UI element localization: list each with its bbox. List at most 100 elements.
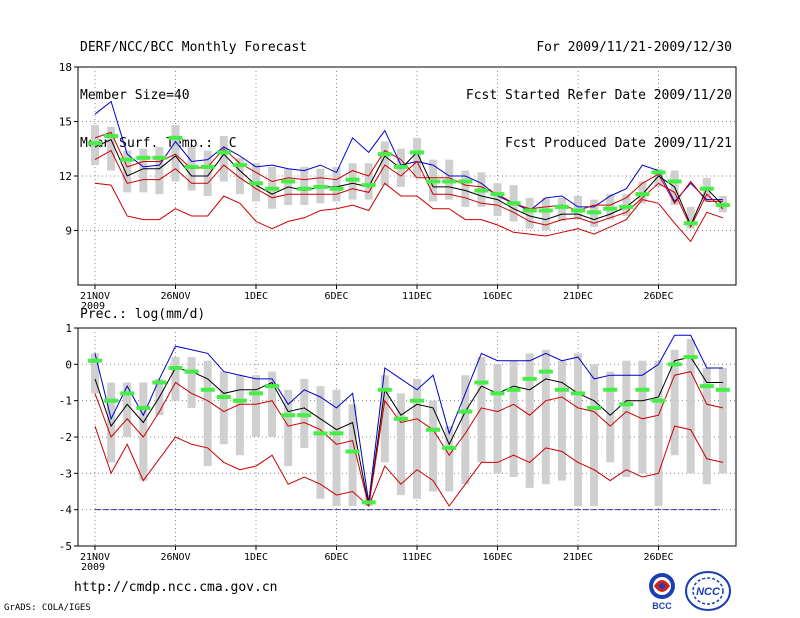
temp-spread-bar [380, 141, 389, 186]
precip-spread-bar [252, 375, 260, 437]
temp-series-q-lower [94, 149, 724, 229]
precip-spread-bar [235, 375, 244, 456]
precip-spread-bar [332, 389, 341, 507]
chart-title: DERF/NCC/BCC Monthly Forecast [80, 40, 307, 55]
precip-spread-bar [348, 404, 357, 507]
temp-mode-marker [603, 206, 618, 211]
precip-mode-marker [538, 369, 553, 374]
precip-x-tick-label: 26DEC [643, 552, 673, 563]
temp-mode-marker [667, 179, 682, 184]
temp-spread-bar [413, 137, 421, 178]
precip-spread-bar [461, 375, 470, 485]
temp-mode-marker [426, 179, 441, 184]
precip-spread-bar [606, 371, 615, 463]
temp-x-tick-label: 26NOV [160, 291, 190, 302]
precip-mode-marker [506, 387, 521, 392]
temp-mode-marker [619, 204, 634, 209]
precip-mode-marker [571, 391, 585, 396]
temp-mode-marker [699, 186, 714, 191]
temp-mode-marker [490, 192, 505, 197]
precip-y-tick-label: -4 [59, 504, 73, 517]
precip-mode-marker [683, 355, 698, 360]
temp-mode-marker [249, 181, 263, 186]
precip-spread-bar [622, 360, 631, 477]
temp-x-tick-label: 2009 [81, 301, 105, 312]
precip-spread-bar [686, 338, 695, 474]
temp-series-max [94, 100, 723, 212]
precip-spread-bar [493, 364, 502, 474]
precip-series-q-lower [94, 371, 724, 507]
precip-spread-bar [574, 353, 582, 507]
forecast-produced-date: Fcst Produced Date 2009/11/21 [505, 136, 732, 151]
temp-spread-bar [139, 148, 148, 193]
temp-mode-marker [554, 204, 569, 209]
temp-spread-bar [155, 146, 164, 195]
temp-mode-marker [232, 163, 247, 168]
temp-mode-marker [329, 186, 344, 191]
temp-mode-marker [104, 134, 119, 139]
precip-mode-marker [88, 358, 102, 363]
precip-spread-bar [557, 360, 566, 481]
precip-spread-bar [445, 426, 454, 492]
precip-spread-bar [219, 371, 228, 445]
header-right: For 2009/11/21-2009/12/30 Fcst Started R… [466, 8, 732, 168]
temp-spread-bar [332, 166, 341, 202]
temp-mode-marker [458, 179, 473, 184]
precip-series-min [94, 425, 724, 507]
precip-x-tick-label: 6DEC [324, 552, 348, 563]
temp-mode-marker [474, 188, 489, 193]
precip-spread-bar [316, 386, 325, 499]
precip-x-tick-label: 21DEC [563, 552, 593, 563]
temp-x-tick-label: 21DEC [563, 291, 593, 302]
temp-spread-bar [300, 166, 309, 206]
temp-y-tick-label: 18 [59, 61, 72, 74]
precip-spread-bar [203, 360, 212, 467]
temp-x-tick-label: 26DEC [643, 291, 673, 302]
precip-x-tick-label: 16DEC [482, 552, 512, 563]
temp-mode-marker [442, 179, 457, 184]
precip-mode-marker [393, 416, 408, 421]
precip-spread-bar [413, 378, 421, 499]
precip-spread-bar [638, 360, 647, 474]
precip-mode-marker [265, 384, 280, 389]
temp-y-tick-label: 15 [59, 116, 72, 129]
grads-credit: GrADS: COLA/IGES [4, 603, 91, 613]
temp-spread-bar [525, 197, 534, 229]
precip-y-tick-label: -2 [59, 431, 72, 444]
temp-mode-marker [377, 152, 392, 157]
temp-mode-marker [361, 183, 376, 188]
ncc-logo: NCC [685, 571, 731, 611]
precip-spread-bar [91, 353, 99, 394]
temp-spread-bar [654, 168, 663, 187]
temp-mode-marker [715, 203, 730, 208]
temp-series-min [94, 182, 724, 243]
precip-mode-marker [410, 398, 424, 403]
temp-mode-marker [651, 170, 666, 175]
temp-mode-marker [345, 177, 360, 182]
precip-mode-marker [715, 387, 730, 392]
precip-spread-bar [590, 364, 599, 507]
temp-x-tick-label: 1DEC [244, 291, 268, 302]
temp-x-tick-label: 16DEC [482, 291, 512, 302]
precip-mode-marker [554, 387, 569, 392]
precip-mode-marker [313, 431, 328, 436]
temp-mode-marker [313, 184, 328, 189]
precip-mode-marker [426, 427, 441, 432]
precip-spread-bar [429, 400, 438, 492]
ncc-logo-text: NCC [696, 586, 721, 598]
temp-spread-bar [123, 150, 132, 193]
precip-spread-bar [268, 371, 277, 437]
temp-mode-marker [410, 150, 424, 155]
precip-spread-bar [718, 367, 727, 474]
precip-mode-marker [458, 409, 473, 414]
temp-mode-marker [393, 164, 408, 169]
temp-mode-marker [216, 150, 231, 155]
temp-spread-bar [107, 126, 116, 171]
source-url[interactable]: http://cmdp.ncc.cma.gov.cn [74, 580, 278, 595]
precip-mode-marker [232, 398, 247, 403]
temp-mode-marker [538, 208, 553, 213]
precip-spread-bar [654, 360, 663, 507]
precip-mode-marker [297, 413, 312, 418]
precip-mode-marker [474, 380, 489, 385]
